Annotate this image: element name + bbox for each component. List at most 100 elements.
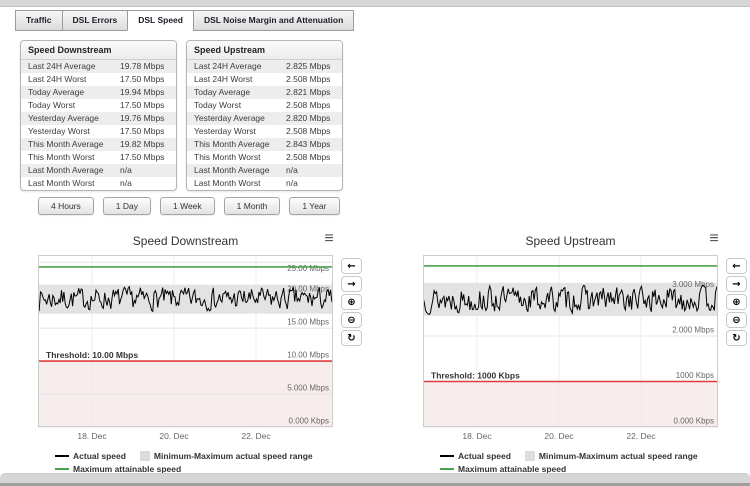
zoom-out-button[interactable]: ⊖	[341, 312, 362, 328]
table-row: This Month Worst 17.50 Mbps	[21, 151, 176, 164]
range-button-4-hours[interactable]: 4 Hours	[38, 197, 94, 215]
legend-label: Maximum attainable speed	[73, 464, 182, 474]
y-tick-label: 20.00 Mbps	[287, 285, 329, 294]
pan-right-button[interactable]: →	[341, 276, 362, 292]
stat-label: Yesterday Worst	[28, 126, 90, 136]
tab-bar: Traffic DSL Errors DSL Speed DSL Noise Marg…	[15, 10, 355, 31]
stat-label: Yesterday Average	[28, 113, 99, 123]
x-tick-label: 18. Dec	[77, 431, 107, 441]
charts-row: Speed Downstream ≡ 25.00 Mbps 20.00 Mbps 15.…	[20, 230, 750, 480]
table-row: Today Worst 17.50 Mbps	[21, 99, 176, 112]
table-row: This Month Average 2.843 Mbps	[187, 138, 342, 151]
table-row: Today Worst 2.508 Mbps	[187, 99, 342, 112]
zoom-out-button[interactable]: ⊖	[726, 312, 747, 328]
legend-row: Actual speed Minimum-Maximum actual speed…	[440, 451, 750, 461]
pan-left-button[interactable]: ←	[726, 258, 747, 274]
chart-toolbar: ← → ⊕ ⊖ ↻	[726, 258, 747, 346]
legend-label: Actual speed	[458, 451, 511, 461]
window-bottom-edge	[0, 473, 750, 486]
stat-table-speed-upstream: Speed Upstream Last 24H Average 2.825 Mbps…	[186, 40, 343, 191]
legend-item-minimum-maximum-actual-speed-range[interactable]: Minimum-Maximum actual speed range	[139, 451, 313, 461]
tab-dsl-noise-margin-and-attenuation[interactable]: DSL Noise Margin and Attenuation	[192, 10, 355, 31]
chart-plot-area[interactable]: 25.00 Mbps 20.00 Mbps 15.00 Mbps 10.00 Mbps…	[37, 255, 334, 445]
tab-dsl-errors[interactable]: DSL Errors	[61, 10, 129, 31]
legend-line-swatch-icon	[440, 455, 454, 457]
legend-item-actual-speed[interactable]: Actual speed	[440, 451, 511, 461]
legend-label: Maximum attainable speed	[458, 464, 567, 474]
legend-item-maximum-attainable-speed[interactable]: Maximum attainable speed	[55, 464, 181, 474]
tab-traffic[interactable]: Traffic	[15, 10, 63, 31]
stat-value: 19.94 Mbps	[120, 87, 165, 97]
stat-table-title: Speed Downstream	[21, 41, 176, 60]
stat-value: 2.821 Mbps	[286, 87, 331, 97]
range-button-1-month[interactable]: 1 Month	[223, 197, 281, 215]
legend-item-actual-speed[interactable]: Actual speed	[55, 451, 126, 461]
stat-label: Today Worst	[28, 100, 76, 110]
zoom-in-icon: ⊕	[732, 296, 741, 308]
legend-row: Maximum attainable speed	[55, 464, 375, 474]
pan-right-button[interactable]: →	[726, 276, 747, 292]
chart-plot-area[interactable]: 3.000 Mbps 2.000 Mbps 1000 Kbps 0.000 Kbps T…	[422, 255, 719, 445]
y-tick-label: 1000 Kbps	[676, 371, 714, 380]
stat-label: This Month Average	[28, 139, 104, 149]
stat-label: Yesterday Worst	[194, 126, 256, 136]
stat-label: This Month Worst	[28, 152, 95, 162]
stat-label: This Month Average	[194, 139, 270, 149]
range-button-1-year[interactable]: 1 Year	[289, 197, 340, 215]
chart-context-menu-icon[interactable]: ≡	[319, 230, 339, 248]
y-tick-label: 0.000 Kbps	[289, 417, 329, 426]
tab-dsl-speed[interactable]: DSL Speed	[127, 10, 194, 31]
chart-context-menu-icon[interactable]: ≡	[704, 230, 724, 248]
legend-label: Minimum-Maximum actual speed range	[538, 451, 698, 461]
range-button-1-day[interactable]: 1 Day	[102, 197, 151, 215]
legend-item-maximum-attainable-speed[interactable]: Maximum attainable speed	[440, 464, 566, 474]
pan-right-icon: →	[732, 278, 741, 290]
table-row: Last Month Average n/a	[21, 164, 176, 177]
zoom-out-icon: ⊖	[347, 314, 356, 326]
chart-speed-upstream: Speed Upstream ≡ 3.000 Mbps 2.000 Mbps 1000 …	[405, 230, 750, 480]
range-button-1-week[interactable]: 1 Week	[159, 197, 215, 215]
chart-speed-downstream: Speed Downstream ≡ 25.00 Mbps 20.00 Mbps 15.…	[20, 230, 385, 480]
zoom-in-button[interactable]: ⊕	[726, 294, 747, 310]
zoom-in-button[interactable]: ⊕	[341, 294, 362, 310]
actual-speed-line	[422, 283, 719, 316]
zoom-out-icon: ⊖	[732, 314, 741, 326]
legend-line-swatch-icon	[55, 455, 69, 457]
legend-line-swatch-icon	[440, 468, 454, 470]
stat-value: 2.825 Mbps	[286, 61, 331, 71]
y-tick-label: 15.00 Mbps	[287, 318, 329, 327]
pan-left-button[interactable]: ←	[341, 258, 362, 274]
stat-tables-row: Speed Downstream Last 24H Average 19.78 Mb…	[20, 40, 343, 191]
chart-toolbar: ← → ⊕ ⊖ ↻	[341, 258, 362, 346]
stat-value: 2.843 Mbps	[286, 139, 331, 149]
table-row: Yesterday Worst 2.508 Mbps	[187, 125, 342, 138]
legend-row: Maximum attainable speed	[440, 464, 750, 474]
stat-value: 2.508 Mbps	[286, 100, 331, 110]
pan-right-icon: →	[347, 278, 356, 290]
stat-label: Last Month Average	[194, 165, 270, 175]
table-row: This Month Worst 2.508 Mbps	[187, 151, 342, 164]
y-tick-label: 3.000 Mbps	[672, 280, 714, 289]
time-range-buttons: 4 Hours 1 Day 1 Week 1 Month 1 Year	[38, 197, 340, 215]
y-tick-label: 25.00 Mbps	[287, 264, 329, 273]
legend-band-swatch-icon	[524, 451, 535, 461]
chart-svg-wrap: 25.00 Mbps 20.00 Mbps 15.00 Mbps 10.00 Mbps…	[37, 255, 334, 445]
table-row: Yesterday Average 2.820 Mbps	[187, 112, 342, 125]
zoom-in-icon: ⊕	[347, 296, 356, 308]
stat-table-title: Speed Upstream	[187, 41, 342, 60]
stat-label: This Month Worst	[194, 152, 261, 162]
reset-zoom-button[interactable]: ↻	[341, 330, 362, 346]
table-row: Last Month Worst n/a	[21, 177, 176, 190]
y-tick-label: 2.000 Mbps	[672, 326, 714, 335]
stat-value: 2.508 Mbps	[286, 74, 331, 84]
pan-left-icon: ←	[732, 260, 741, 272]
reset-zoom-button[interactable]: ↻	[726, 330, 747, 346]
min-max-band	[423, 282, 718, 316]
legend-item-minimum-maximum-actual-speed-range[interactable]: Minimum-Maximum actual speed range	[524, 451, 698, 461]
table-row: Last Month Worst n/a	[187, 177, 342, 190]
table-row: Today Average 19.94 Mbps	[21, 86, 176, 99]
stat-label: Yesterday Average	[194, 113, 265, 123]
chart-legend: Actual speed Minimum-Maximum actual speed…	[55, 451, 375, 477]
chart-title: Speed Upstream	[525, 234, 616, 248]
